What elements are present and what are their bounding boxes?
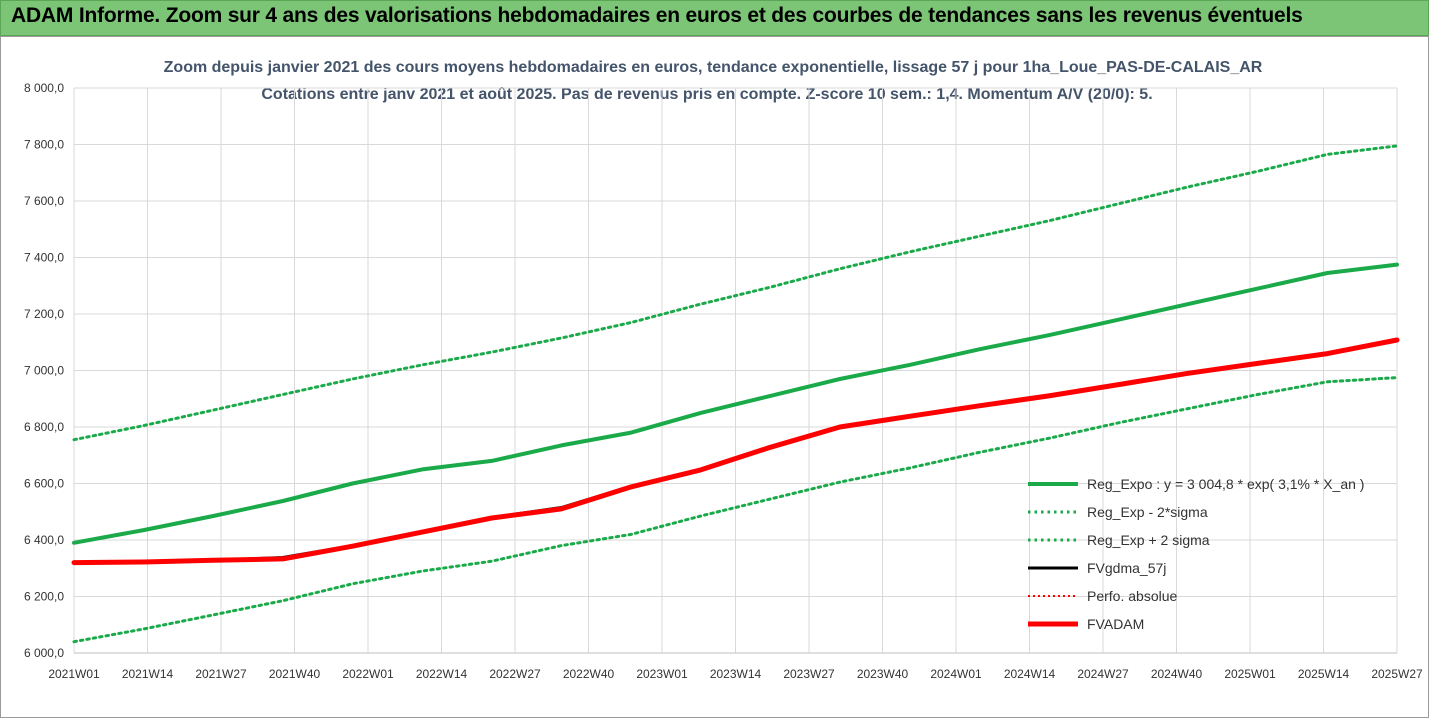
report-banner-title: ADAM Informe. Zoom sur 4 ans des valoris… [11, 4, 1303, 27]
x-tick-label: 2023W40 [857, 667, 909, 681]
x-tick-label: 2024W14 [1004, 667, 1056, 681]
x-tick-label: 2023W27 [783, 667, 835, 681]
x-tick-label: 2024W40 [1151, 667, 1203, 681]
x-tick-label: 2025W01 [1224, 667, 1276, 681]
y-tick-label: 6 400,0 [24, 533, 64, 547]
series-line-0 [72, 262, 1399, 545]
y-tick-label: 6 800,0 [24, 420, 64, 434]
y-tick-label: 6 600,0 [24, 477, 64, 491]
chart-frame: Zoom depuis janvier 2021 des cours moyen… [0, 36, 1429, 718]
x-tick-label: 2025W27 [1371, 667, 1423, 681]
x-tick-label: 2025W14 [1298, 667, 1350, 681]
y-tick-label: 7 200,0 [24, 307, 64, 321]
y-tick-label: 7 800,0 [24, 138, 64, 152]
series-lines [71, 144, 1400, 644]
report-banner: ADAM Informe. Zoom sur 4 ans des valoris… [0, 0, 1429, 36]
y-tick-label: 7 000,0 [24, 364, 64, 378]
y-tick-label: 7 600,0 [24, 194, 64, 208]
legend-label: Reg_Exp + 2 sigma [1087, 532, 1210, 548]
legend-label: Reg_Expo : y = 3 004,8 * exp( 3,1% * X_a… [1087, 476, 1364, 492]
series-line-1 [72, 376, 1399, 644]
y-tick-label: 7 400,0 [24, 251, 64, 265]
x-tick-label: 2022W01 [342, 667, 394, 681]
x-tick-label: 2023W14 [710, 667, 762, 681]
x-tick-label: 2021W40 [269, 667, 321, 681]
y-tick-label: 6 000,0 [24, 646, 64, 660]
chart-title: Zoom depuis janvier 2021 des cours moyen… [164, 59, 1263, 76]
x-axis-ticks: 2021W01 2021W14 2021W27 2021W40 2022W01 2022W… [48, 667, 1423, 681]
x-tick-label: 2021W14 [122, 667, 174, 681]
legend-label: FVADAM [1087, 616, 1144, 632]
legend: Reg_Expo : y = 3 004,8 * exp( 3,1% * X_a… [1028, 476, 1364, 632]
series-line-2 [72, 144, 1399, 442]
x-tick-label: 2021W27 [195, 667, 247, 681]
chart-subtitle: Cotations entre janv 2021 et août 2025. … [261, 86, 1152, 103]
y-tick-label: 6 200,0 [24, 590, 64, 604]
legend-label: Reg_Exp - 2*sigma [1087, 504, 1208, 520]
legend-label: Perfo. absolue [1087, 588, 1177, 604]
x-tick-label: 2022W27 [489, 667, 541, 681]
series-line-4 [73, 339, 1398, 564]
line-chart: Zoom depuis janvier 2021 des cours moyen… [24, 59, 1423, 681]
x-tick-label: 2024W27 [1077, 667, 1129, 681]
x-tick-label: 2024W01 [930, 667, 982, 681]
x-tick-label: 2022W40 [563, 667, 615, 681]
legend-label: FVgdma_57j [1087, 560, 1166, 576]
x-tick-label: 2022W14 [416, 667, 468, 681]
y-tick-label: 8 000,0 [24, 81, 64, 95]
x-tick-label: 2023W01 [636, 667, 688, 681]
x-tick-label: 2021W01 [48, 667, 100, 681]
y-axis-ticks: 8 000,0 7 800,0 7 600,0 7 400,0 7 200,0 7 000… [24, 81, 64, 660]
